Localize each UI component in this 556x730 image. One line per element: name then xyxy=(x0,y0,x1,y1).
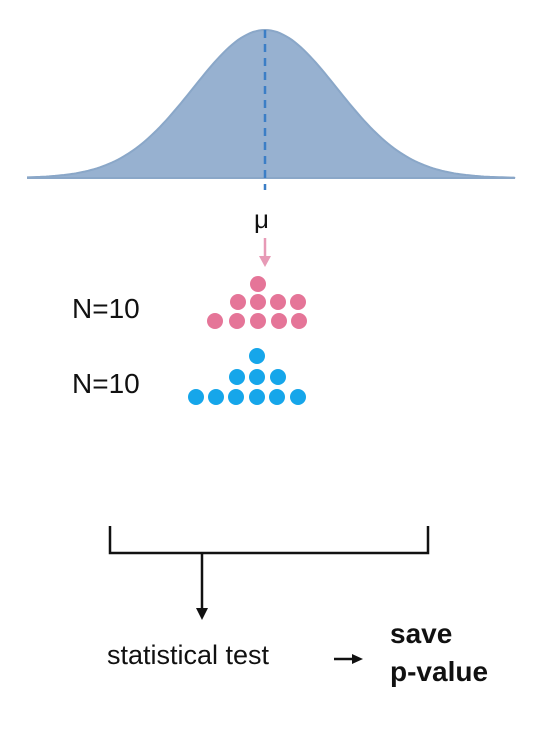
sample-arrow-head xyxy=(259,256,271,267)
pink-sample-size-label: N=10 xyxy=(72,293,140,324)
blue-sample-dots xyxy=(188,348,306,405)
mean-label: μ xyxy=(254,204,269,234)
pink-sample-dot-10 xyxy=(291,313,307,329)
blue-sample-dot-10 xyxy=(290,389,306,405)
blue-sample-dot-5 xyxy=(188,389,204,405)
blue-sample-size-label: N=10 xyxy=(72,368,140,399)
statistical-test-label: statistical test xyxy=(107,640,270,670)
pink-sample-dot-9 xyxy=(271,313,287,329)
p-value-label: p-value xyxy=(390,656,489,687)
blue-sample-dot-9 xyxy=(269,389,285,405)
save-p-value-label: save p-value xyxy=(390,615,488,691)
pink-sample-dot-7 xyxy=(229,313,245,329)
save-label: save xyxy=(390,618,453,649)
result-arrow-head xyxy=(352,654,363,664)
blue-sample-dot-2 xyxy=(229,369,245,385)
blue-sample-dot-3 xyxy=(249,369,265,385)
blue-sample-dot-6 xyxy=(208,389,224,405)
pink-sample-dot-4 xyxy=(270,294,286,310)
blue-sample-dot-7 xyxy=(228,389,244,405)
pink-sample-dot-6 xyxy=(207,313,223,329)
blue-sample-dot-1 xyxy=(249,348,265,364)
pink-sample-dot-1 xyxy=(250,276,266,292)
pink-sample-dots xyxy=(207,276,307,329)
blue-sample-dot-8 xyxy=(249,389,265,405)
pink-sample-dot-5 xyxy=(290,294,306,310)
test-arrow-head xyxy=(196,608,208,620)
normal-distribution-curve xyxy=(27,28,516,179)
pink-sample-dot-3 xyxy=(250,294,266,310)
blue-sample-dot-4 xyxy=(270,369,286,385)
pink-sample-dot-2 xyxy=(230,294,246,310)
pink-sample-dot-8 xyxy=(250,313,266,329)
comparison-bracket xyxy=(108,526,430,555)
